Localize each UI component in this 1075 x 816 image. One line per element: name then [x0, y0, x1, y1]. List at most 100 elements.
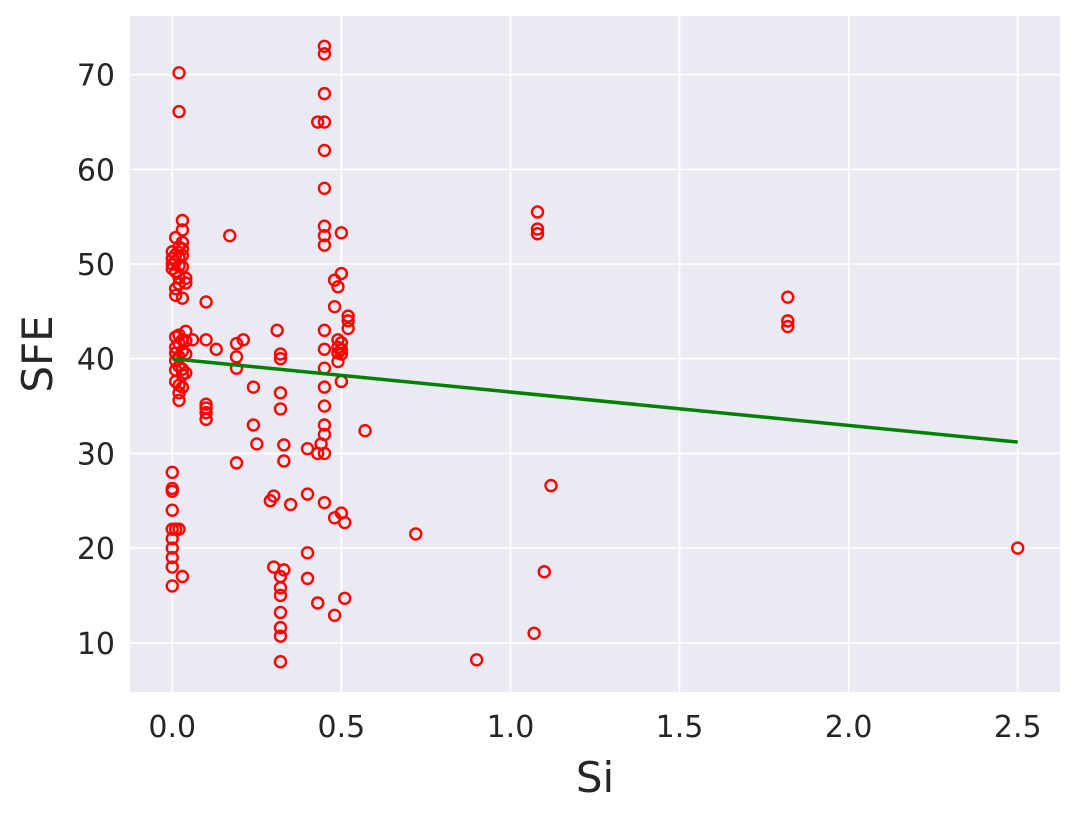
- data-point: [283, 497, 298, 512]
- data-point: [277, 563, 291, 577]
- data-point: [175, 235, 190, 249]
- data-point: [273, 352, 288, 366]
- y-tick-label: 60: [77, 153, 115, 188]
- data-point: [530, 205, 545, 219]
- data-point: [327, 299, 342, 314]
- data-point: [246, 380, 261, 394]
- data-point: [273, 581, 288, 595]
- x-tick-label: 0.5: [318, 710, 366, 745]
- data-point: [172, 522, 186, 536]
- data-point: [530, 227, 545, 241]
- x-axis-ticks: 0.0 0.5 1.0 1.5 2.0 2.5: [148, 710, 1041, 745]
- data-point: [469, 653, 484, 667]
- y-axis-label: SFE: [13, 315, 62, 392]
- x-axis-label: Si: [576, 753, 614, 802]
- data-point: [250, 437, 264, 451]
- data-point: [317, 115, 332, 129]
- data-point: [317, 380, 332, 394]
- data-point: [165, 550, 179, 565]
- data-point: [781, 319, 795, 334]
- data-point: [530, 222, 545, 236]
- data-point: [317, 446, 332, 461]
- x-tick-label: 1.5: [656, 710, 704, 745]
- data-point: [179, 324, 193, 338]
- data-point: [175, 291, 190, 305]
- data-point: [781, 290, 795, 304]
- x-tick-label: 0.0: [148, 710, 196, 745]
- data-point: [273, 605, 288, 620]
- x-tick-label: 2.0: [825, 710, 873, 745]
- data-point: [179, 366, 193, 380]
- data-point: [310, 115, 325, 129]
- data-point: [317, 418, 332, 432]
- data-point: [273, 655, 288, 669]
- data-point: [1011, 541, 1025, 555]
- data-point: [358, 423, 372, 438]
- data-point: [317, 342, 332, 356]
- data-points: [165, 39, 1025, 669]
- data-point: [781, 314, 795, 328]
- data-point: [199, 333, 213, 347]
- y-tick-label: 20: [77, 532, 115, 567]
- data-point: [527, 626, 541, 640]
- data-point: [331, 280, 345, 294]
- data-point: [317, 219, 332, 233]
- data-point: [270, 323, 284, 338]
- data-point: [165, 465, 179, 480]
- data-point: [300, 546, 315, 560]
- y-tick-label: 30: [77, 437, 115, 472]
- data-point: [317, 399, 332, 413]
- data-point: [209, 342, 223, 356]
- data-point: [246, 418, 261, 432]
- data-point: [199, 412, 213, 427]
- data-point: [223, 228, 237, 243]
- trend-line: [172, 356, 1018, 444]
- data-point: [317, 181, 332, 196]
- data-point: [338, 591, 352, 605]
- data-point: [317, 495, 332, 510]
- data-point: [277, 454, 291, 468]
- data-point: [334, 342, 349, 356]
- data-point: [317, 238, 332, 252]
- data-point: [172, 66, 186, 80]
- data-point: [341, 309, 355, 323]
- data-point: [341, 314, 355, 328]
- data-point: [172, 393, 186, 408]
- data-point: [179, 334, 193, 348]
- data-point: [185, 333, 200, 347]
- data-point: [229, 456, 244, 470]
- data-point: [273, 629, 288, 643]
- data-point: [179, 271, 193, 285]
- data-point: [317, 86, 332, 101]
- data-point: [317, 228, 332, 243]
- data-point: [172, 104, 186, 119]
- data-point: [199, 406, 213, 420]
- y-tick-label: 40: [77, 343, 115, 378]
- data-point: [317, 143, 332, 158]
- data-point: [168, 288, 183, 302]
- data-point: [273, 386, 288, 400]
- data-point: [334, 226, 349, 240]
- data-point: [317, 427, 332, 442]
- data-point: [165, 503, 179, 517]
- y-tick-label: 70: [77, 59, 115, 94]
- data-point: [165, 560, 179, 574]
- data-point: [229, 336, 244, 351]
- data-point: [267, 489, 281, 503]
- data-point: [331, 354, 345, 369]
- data-point: [273, 347, 288, 361]
- y-axis-ticks: 10 20 30 40 50 60 70: [77, 59, 115, 662]
- data-point: [334, 347, 349, 361]
- data-point: [179, 276, 193, 290]
- data-point: [199, 295, 213, 309]
- x-tick-label: 1.0: [487, 710, 535, 745]
- data-point: [273, 588, 288, 603]
- data-point: [236, 333, 250, 347]
- data-point: [277, 438, 291, 452]
- data-point: [300, 487, 315, 501]
- data-point: [273, 620, 288, 635]
- y-tick-label: 50: [77, 248, 115, 283]
- data-point: [327, 273, 342, 287]
- data-point: [327, 608, 342, 623]
- data-point: [165, 541, 179, 555]
